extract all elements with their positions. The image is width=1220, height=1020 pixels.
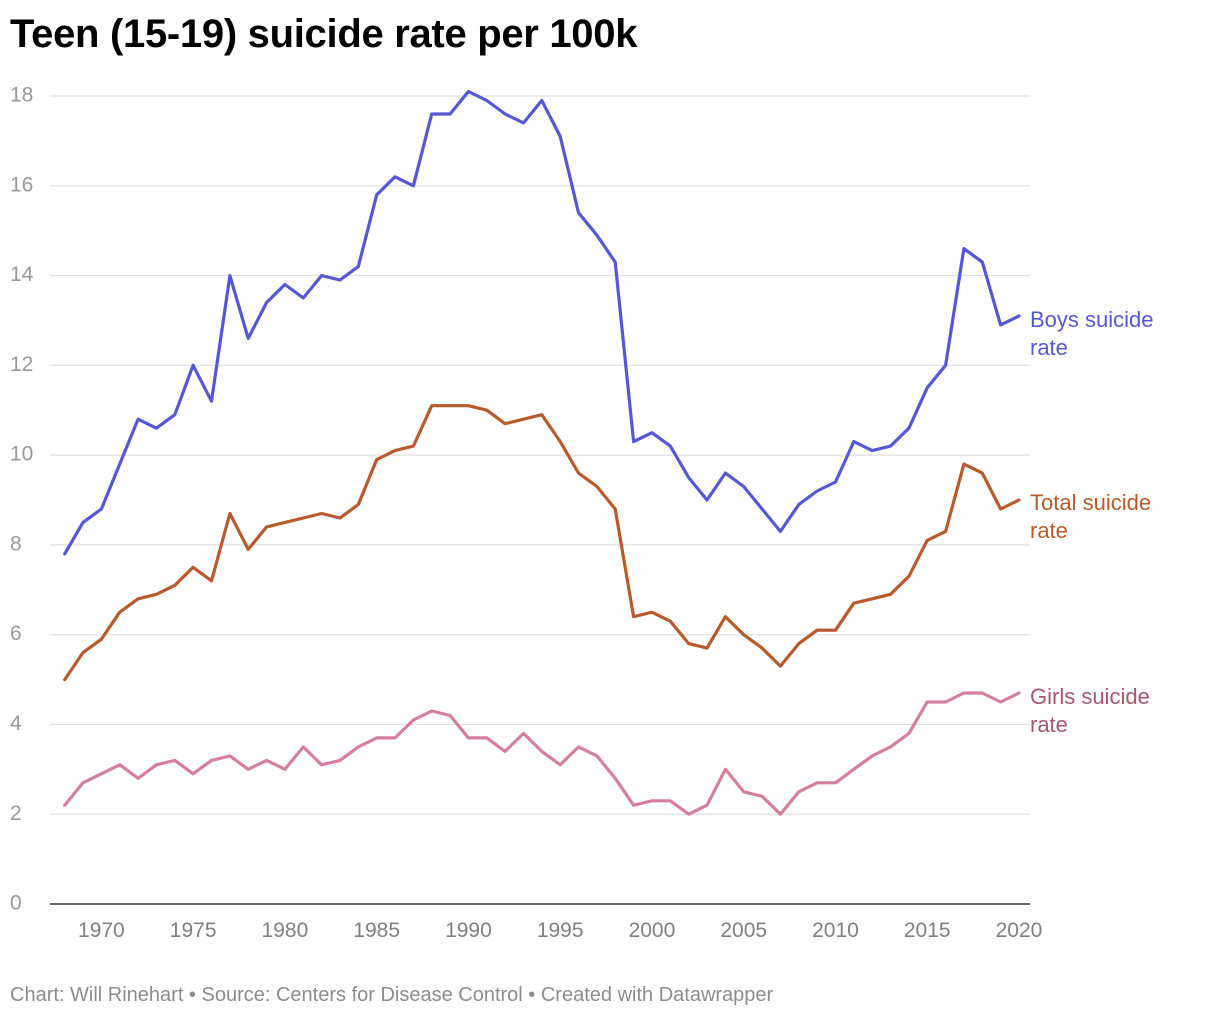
- series-label-line: rate: [1030, 712, 1068, 737]
- series-label-girls: Girls suicide rate: [1030, 684, 1150, 737]
- x-axis-ticks: 1970 1975 1980 1985 1990 1995 2000 2005 2010 2015…: [78, 919, 1042, 942]
- y-tick-label: 16: [10, 173, 33, 196]
- y-tick-label: 18: [10, 84, 33, 107]
- x-tick-label: 1985: [353, 919, 400, 942]
- y-axis-ticks: 0 2 4 6 8 10 12 14 16 18: [10, 84, 34, 915]
- x-tick-label: 2010: [812, 919, 859, 942]
- y-tick-label: 6: [10, 622, 22, 645]
- y-tick-label: 4: [10, 712, 22, 735]
- y-tick-label: 0: [10, 892, 22, 915]
- series-label-line: Girls suicide: [1030, 684, 1150, 709]
- series-line-girls: [63, 691, 1021, 816]
- chart-source-footer: Chart: Will Rinehart • Source: Centers f…: [10, 984, 774, 1006]
- x-tick-label: 2020: [996, 919, 1043, 942]
- x-tick-label: 1995: [537, 919, 584, 942]
- gridlines: [50, 95, 1030, 905]
- series-lines: [63, 89, 1021, 816]
- chart-title: Teen (15-19) suicide rate per 100k: [10, 12, 638, 56]
- x-tick-label: 1980: [262, 919, 309, 942]
- x-tick-label: 1990: [445, 919, 492, 942]
- x-tick-label: 2015: [904, 919, 951, 942]
- x-tick-label: 2005: [720, 919, 767, 942]
- y-tick-label: 14: [10, 263, 34, 286]
- series-label-boys: Boys suicide rate: [1030, 307, 1154, 360]
- x-tick-label: 1970: [78, 919, 125, 942]
- x-tick-label: 2000: [629, 919, 676, 942]
- series-label-line: Total suicide: [1030, 490, 1151, 515]
- series-label-line: rate: [1030, 518, 1068, 543]
- y-tick-label: 12: [10, 353, 33, 376]
- y-tick-label: 10: [10, 443, 33, 466]
- series-label-total: Total suicide rate: [1030, 490, 1151, 543]
- series-line-boys: [63, 89, 1021, 556]
- series-line-total: [63, 404, 1021, 682]
- x-tick-label: 1975: [170, 919, 217, 942]
- series-label-line: Boys suicide: [1030, 307, 1154, 332]
- y-tick-label: 8: [10, 532, 22, 555]
- y-tick-label: 2: [10, 802, 22, 825]
- series-label-line: rate: [1030, 335, 1068, 360]
